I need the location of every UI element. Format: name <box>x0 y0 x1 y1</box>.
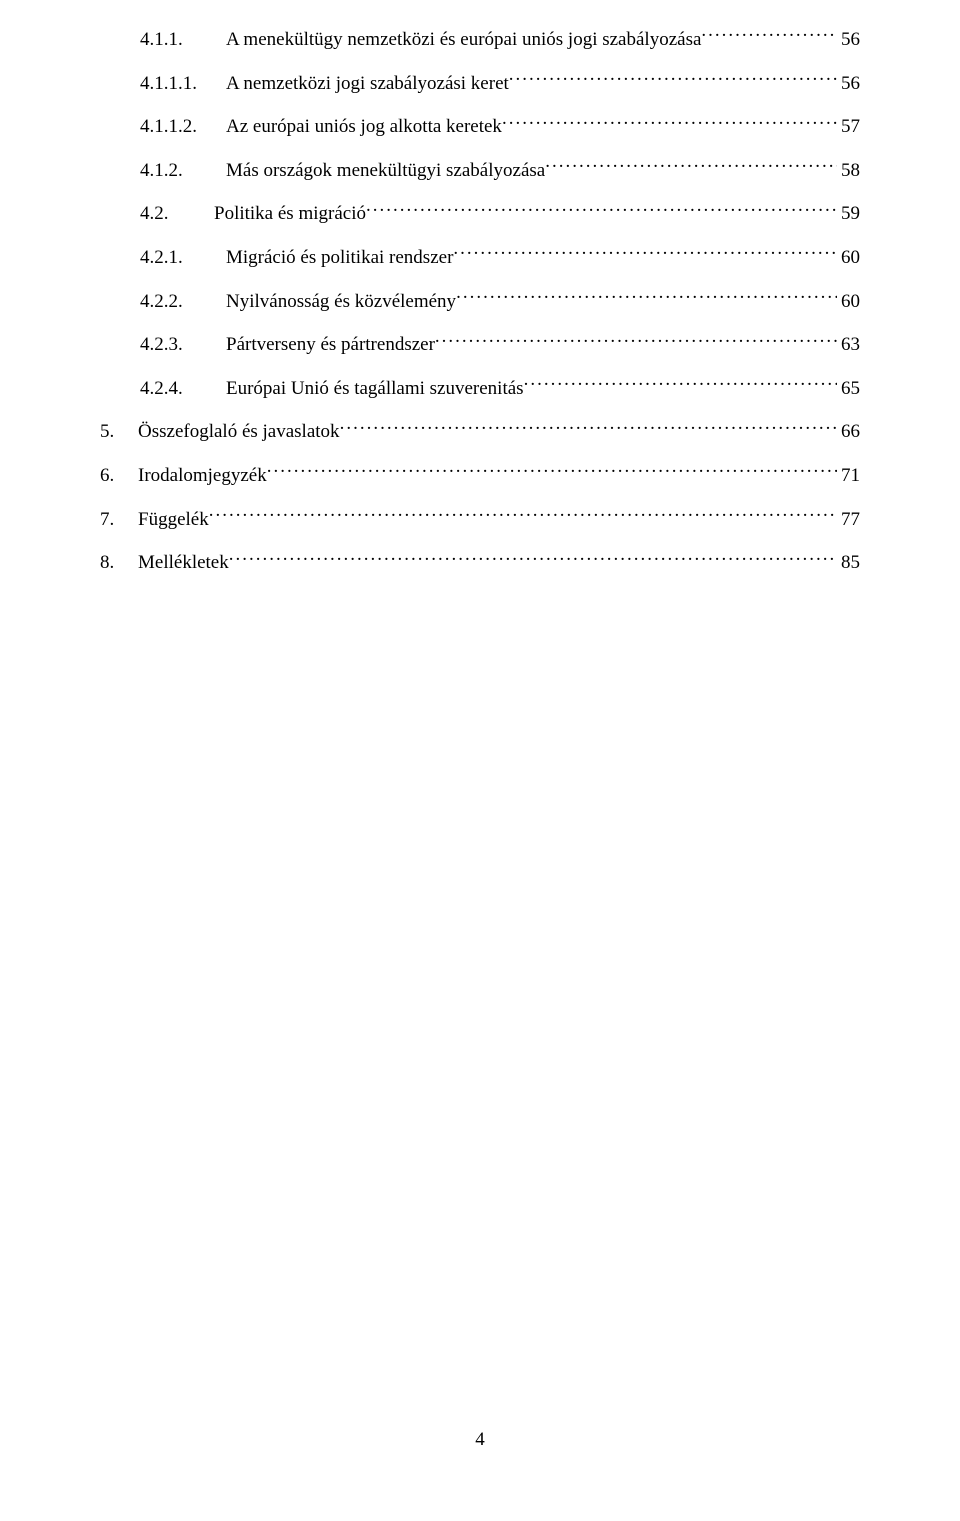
toc-number: 4.2.3. <box>140 332 212 359</box>
toc-leader <box>509 70 837 89</box>
toc-page: 66 <box>837 419 860 446</box>
page-number: 4 <box>0 1429 960 1451</box>
toc-page: 57 <box>837 114 860 141</box>
toc-number: 6. <box>100 463 138 490</box>
toc-label: Összefoglaló és javaslatok <box>138 419 340 446</box>
toc-entry: 4.1.1. A menekültügy nemzetközi és európ… <box>100 26 860 54</box>
toc-label: A nemzetközi jogi szabályozási keret <box>226 71 509 98</box>
toc-page: 59 <box>837 201 860 228</box>
toc-page: 63 <box>837 332 860 359</box>
toc-leader <box>701 26 837 45</box>
toc-entry: 4.2.2. Nyilvánosság és közvélemény 60 <box>100 288 860 316</box>
toc-number: 8. <box>100 550 138 577</box>
toc-entry: 7. Függelék 77 <box>100 506 860 534</box>
toc-entry: 4.2.1. Migráció és politikai rendszer 60 <box>100 244 860 272</box>
toc-label: Az európai uniós jog alkotta keretek <box>226 114 502 141</box>
toc-label: Pártverseny és pártrendszer <box>226 332 435 359</box>
toc-number: 4.1.2. <box>140 158 212 185</box>
toc-number: 5. <box>100 419 138 446</box>
toc-number: 4.1.1.2. <box>140 114 212 141</box>
toc-label: Európai Unió és tagállami szuverenitás <box>226 376 524 403</box>
toc-label: Mellékletek <box>138 550 229 577</box>
toc-number: 4.1.1. <box>140 27 212 54</box>
toc-entry: 8. Mellékletek 85 <box>100 549 860 577</box>
toc-leader <box>524 375 837 394</box>
toc-leader <box>209 506 837 525</box>
toc-leader <box>366 200 837 219</box>
toc-leader <box>545 157 837 176</box>
toc-page: 85 <box>837 550 860 577</box>
toc-page: 56 <box>837 27 860 54</box>
toc-label: Politika és migráció <box>214 201 366 228</box>
toc-label: Migráció és politikai rendszer <box>226 245 453 272</box>
toc-page: 58 <box>837 158 860 185</box>
toc-entry: 4.1.1.2. Az európai uniós jog alkotta ke… <box>100 113 860 141</box>
toc-leader <box>229 549 837 568</box>
toc-page: 60 <box>837 245 860 272</box>
toc-entry: 5. Összefoglaló és javaslatok 66 <box>100 418 860 446</box>
toc-label: Nyilvánosság és közvélemény <box>226 289 456 316</box>
toc-entry: 4.2.4. Európai Unió és tagállami szuvere… <box>100 375 860 403</box>
toc-number: 4.2. <box>140 201 196 228</box>
toc-page: 77 <box>837 507 860 534</box>
toc-entry: 4.2. Politika és migráció 59 <box>100 200 860 228</box>
toc-entry: 6. Irodalomjegyzék 71 <box>100 462 860 490</box>
toc-number: 4.1.1.1. <box>140 71 212 98</box>
toc-page: 56 <box>837 71 860 98</box>
toc-leader <box>435 331 837 350</box>
toc-entry: 4.1.2. Más országok menekültügyi szabály… <box>100 157 860 185</box>
toc-leader <box>267 462 837 481</box>
toc-number: 7. <box>100 507 138 534</box>
toc-label: A menekültügy nemzetközi és európai unió… <box>226 27 701 54</box>
toc-label: Irodalomjegyzék <box>138 463 267 490</box>
toc-number: 4.2.1. <box>140 245 212 272</box>
toc-leader <box>453 244 837 263</box>
toc-page: 60 <box>837 289 860 316</box>
toc-label: Függelék <box>138 507 209 534</box>
toc-number: 4.2.2. <box>140 289 212 316</box>
toc-leader <box>456 288 837 307</box>
toc-label: Más országok menekültügyi szabályozása <box>226 158 545 185</box>
toc-entry: 4.1.1.1. A nemzetközi jogi szabályozási … <box>100 70 860 98</box>
toc-leader <box>502 113 837 132</box>
toc-page: 71 <box>837 463 860 490</box>
table-of-contents: 4.1.1. A menekültügy nemzetközi és európ… <box>100 26 860 577</box>
page: 4.1.1. A menekültügy nemzetközi és európ… <box>0 0 960 1521</box>
toc-entry: 4.2.3. Pártverseny és pártrendszer 63 <box>100 331 860 359</box>
toc-leader <box>340 418 837 437</box>
toc-number: 4.2.4. <box>140 376 212 403</box>
toc-page: 65 <box>837 376 860 403</box>
